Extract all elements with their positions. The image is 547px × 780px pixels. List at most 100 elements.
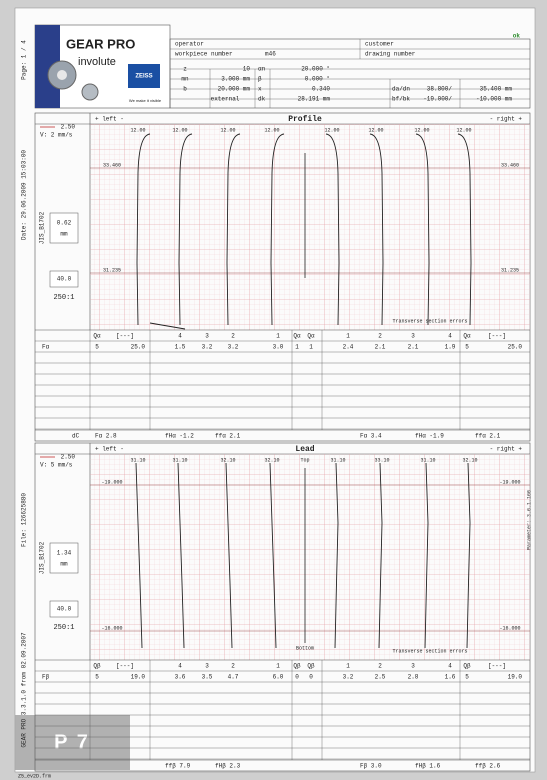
plot-grid <box>90 124 530 330</box>
table-head: 4 <box>448 663 452 670</box>
trace-mark: 12.00 <box>368 127 383 133</box>
measurement-trace <box>334 462 339 649</box>
logo-text: ZEISS <box>135 74 152 80</box>
top-label: Top <box>300 457 309 463</box>
table-head: 2 <box>378 663 382 670</box>
trace-mark: 12.00 <box>220 127 235 133</box>
trace-mark: 31.10 <box>330 457 345 463</box>
magnification: 1.34 <box>57 550 72 557</box>
scale-max: 2.50 <box>61 124 76 131</box>
trace-mark: 32.10 <box>462 457 477 463</box>
table-cell: 5 <box>465 674 469 681</box>
measurement-trace <box>135 462 143 649</box>
trace-mark: 33.10 <box>374 457 389 463</box>
speed: V: 5 mm/s <box>40 462 73 469</box>
info-cell: -10.000 mm <box>476 96 512 103</box>
summary-cell: Fα 2.8 <box>95 433 117 440</box>
trace-mark: 12.00 <box>172 127 187 133</box>
table-cell: 1 <box>309 344 313 351</box>
brand: GEAR PRO <box>66 36 135 51</box>
table-head: 4 <box>178 333 182 340</box>
magnification: 0.62 <box>57 220 72 227</box>
table-head: [---] <box>116 663 134 670</box>
table-cell: 3.0 <box>273 344 284 351</box>
table-head: 3 <box>205 333 209 340</box>
table-cell: Fβ <box>42 674 50 681</box>
info-table <box>169 38 531 109</box>
trace-mark: 32.10 <box>264 457 279 463</box>
ratio: 250:1 <box>53 294 74 302</box>
trace-mark: 12.00 <box>414 127 429 133</box>
table-cell: 2.5 <box>375 674 386 681</box>
gear-hub <box>57 70 67 80</box>
table-head: Qα <box>307 333 315 340</box>
info-cell: 35.400 mm <box>480 86 513 93</box>
side-right: - right + <box>490 446 523 453</box>
table-cell: 2.4 <box>343 344 354 351</box>
table-head: 4 <box>178 663 182 670</box>
rule <box>149 322 186 330</box>
measurement-trace <box>369 133 384 326</box>
side-right: - right + <box>490 116 523 123</box>
trace-mark: 31.10 <box>420 457 435 463</box>
info-cell: 0.000 ° <box>305 76 330 83</box>
measurement-trace <box>378 462 383 649</box>
trace-mark: 12.00 <box>130 127 145 133</box>
summary-cell: fHα -1.9 <box>415 433 444 440</box>
info-cell: β <box>258 76 262 83</box>
info-cell: 38.800/ <box>427 86 453 93</box>
trace-mark: 12.00 <box>324 127 339 133</box>
measurement-trace <box>225 462 233 649</box>
side-left: + left - <box>95 116 124 123</box>
table-head: [---] <box>488 663 506 670</box>
table-cell: 1.9 <box>445 344 456 351</box>
info-cell: x <box>258 86 262 93</box>
summary-cell: Fβ 3.0 <box>360 763 382 770</box>
measurement-trace <box>136 133 151 326</box>
measurement-trace <box>325 133 340 326</box>
table-head: Qβ <box>293 663 301 670</box>
table-cell: 1.6 <box>445 674 456 681</box>
table-cell: 1 <box>295 344 299 351</box>
table-cell: 3.2 <box>343 674 354 681</box>
table-cell: 0 <box>295 674 299 681</box>
level-label: -19.000 <box>101 479 122 485</box>
info-cell: αn <box>258 66 266 73</box>
measurement-trace <box>270 133 285 326</box>
table-cell: 2.1 <box>375 344 386 351</box>
measurement-trace <box>466 462 471 649</box>
table-cell: 6.0 <box>273 674 284 681</box>
info-value: m46 <box>265 51 276 58</box>
stamp-box <box>15 715 130 770</box>
product: involute <box>78 56 116 68</box>
info-cell: 20.000 mm <box>218 86 251 93</box>
table-head: 3 <box>411 333 415 340</box>
note: Transverse section errors <box>392 318 467 324</box>
ratio: 250:1 <box>53 624 74 632</box>
info-cell: 20.000 ° <box>301 66 330 73</box>
summary-cell: ffα 2.1 <box>475 433 501 440</box>
stamp-label: P 7 <box>54 731 90 753</box>
info-cell: dk <box>258 96 266 103</box>
trace-mark: 31.10 <box>172 457 187 463</box>
level-label: 31.235 <box>103 267 121 273</box>
table-cell: 5 <box>465 344 469 351</box>
tagline: We make it visible <box>129 98 162 103</box>
table-head: Qα <box>93 333 101 340</box>
table-head: 1 <box>346 663 350 670</box>
info-cell: 0.340 <box>312 86 330 93</box>
table-cell: 5 <box>95 344 99 351</box>
info-cell: bf/bk <box>392 96 410 103</box>
summary-cell: dC <box>72 433 80 440</box>
file-name: File: 126625880 <box>21 493 28 547</box>
info-label: drawing number <box>365 51 416 58</box>
zoom: 40.0 <box>57 606 72 613</box>
table-head: Qα <box>463 333 471 340</box>
info-label: customer <box>365 41 394 48</box>
table-head: [---] <box>116 333 134 340</box>
table-cell: 25.0 <box>508 344 523 351</box>
summary-cell: ffα 2.1 <box>215 433 241 440</box>
side-left: + left - <box>95 446 124 453</box>
table-head: 3 <box>411 663 415 670</box>
